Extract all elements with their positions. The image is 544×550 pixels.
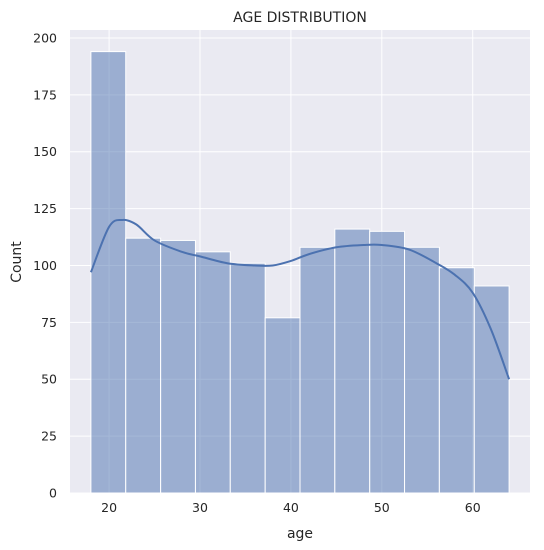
y-tick-label: 125: [33, 201, 57, 216]
y-tick-label: 25: [41, 429, 57, 444]
histogram-bar: [125, 237, 162, 494]
histogram-bar: [334, 228, 371, 494]
histogram-bar: [404, 246, 440, 494]
y-tick-label: 75: [41, 315, 57, 330]
y-tick-label: 100: [33, 258, 57, 273]
histogram-bars: [90, 51, 510, 494]
kde-layer: [89, 218, 511, 380]
chart-title: AGE DISTRIBUTION: [233, 10, 367, 26]
x-axis-label: age: [287, 526, 313, 542]
x-tick-label: 20: [101, 500, 117, 515]
x-tick-label: 50: [374, 500, 390, 515]
histogram-bar: [369, 230, 406, 494]
y-tick-label: 50: [41, 372, 57, 387]
histogram-bar: [229, 262, 266, 494]
histogram-bar: [160, 239, 196, 494]
y-tick-labels: 0 25 50 75 100 125 150 175 200: [33, 30, 57, 500]
x-tick-label: 40: [283, 500, 299, 515]
y-tick-label: 175: [33, 87, 57, 102]
y-tick-label: 0: [49, 486, 57, 501]
histogram-bar: [264, 317, 301, 494]
histogram-bar: [299, 246, 336, 494]
x-tick-label: 30: [192, 500, 208, 515]
y-axis-label: Count: [9, 241, 25, 283]
x-tick-label: 60: [465, 500, 481, 515]
histogram-bar: [194, 251, 231, 494]
y-tick-label: 200: [33, 30, 57, 45]
kde-curve: [89, 218, 511, 380]
histogram-bar: [438, 267, 475, 494]
histogram-bar: [90, 51, 127, 494]
x-tick-labels: 20 30 40 50 60: [101, 500, 481, 515]
histogram-bar: [473, 285, 510, 494]
y-tick-label: 150: [33, 144, 57, 159]
